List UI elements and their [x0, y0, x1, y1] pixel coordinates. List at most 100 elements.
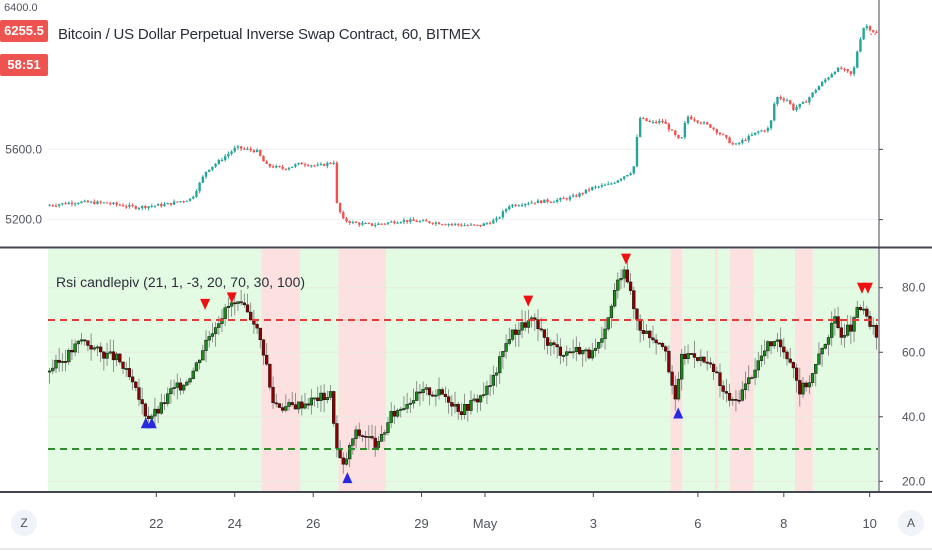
price-candle — [201, 176, 205, 183]
rsi-candle — [316, 397, 320, 401]
price-candle — [211, 166, 214, 170]
price-candle — [437, 222, 441, 225]
rsi-candle — [418, 391, 422, 394]
price-candle — [412, 219, 415, 221]
rsi-candle — [504, 343, 508, 352]
price-candle — [208, 169, 211, 172]
price-candle — [265, 161, 268, 164]
rsi-candle — [306, 403, 310, 406]
rsi-candle — [459, 411, 464, 415]
price-candle — [820, 82, 824, 87]
price-candle — [629, 173, 632, 175]
price-candle — [504, 209, 508, 212]
price-candle — [607, 183, 610, 185]
rsi-candle — [597, 342, 601, 349]
rsi-candle — [855, 307, 859, 318]
price-candle — [476, 224, 479, 226]
rsi-candle — [619, 278, 623, 281]
rsi-candle — [63, 361, 68, 363]
price-candle — [374, 224, 377, 226]
rsi-candle — [210, 333, 215, 337]
price-candle — [198, 182, 201, 192]
rsi-candle — [686, 353, 690, 360]
price-candle — [852, 67, 856, 74]
price-candle — [182, 201, 185, 203]
price-candle — [239, 146, 243, 149]
rsi-candle — [280, 407, 285, 411]
rsi-candle — [140, 399, 144, 405]
price-candle — [354, 221, 358, 223]
rsi-candle — [440, 389, 444, 395]
price-candle — [450, 224, 454, 226]
rsi-candle — [654, 339, 658, 344]
price-candle — [99, 201, 102, 203]
rsi-candle — [526, 320, 531, 328]
sell-signal-triangle-0 — [200, 298, 211, 310]
time-tick-label-1: 24 — [228, 516, 242, 531]
buy-signal-triangle-2 — [342, 472, 353, 484]
rsi-candle — [370, 436, 374, 439]
rsi-candle — [606, 317, 610, 330]
price-candle — [166, 203, 169, 205]
scale-z-button[interactable]: Z — [11, 510, 37, 536]
price-candle — [441, 224, 444, 226]
price-candle — [249, 148, 252, 151]
rsi-candle — [475, 398, 480, 403]
rsi-candle — [111, 351, 116, 361]
price-candle — [524, 203, 527, 206]
price-candle — [520, 205, 524, 207]
price-candle — [555, 199, 559, 202]
rsi-candle — [871, 324, 875, 327]
price-candle — [262, 155, 265, 162]
price-candle — [654, 121, 658, 123]
price-candle — [73, 203, 77, 205]
rsi-candle — [593, 347, 598, 351]
price-candle — [284, 168, 288, 170]
rsi-candle — [804, 382, 808, 388]
rsi-candle — [450, 402, 454, 407]
price-candle — [600, 185, 604, 187]
rsi-candle — [287, 402, 291, 407]
price-candle — [492, 220, 495, 224]
time-tick-label-3: 29 — [414, 516, 428, 531]
price-candle — [530, 202, 533, 204]
rsi-candle — [769, 341, 773, 347]
rsi-candle — [408, 402, 412, 405]
rsi-candle — [587, 349, 591, 359]
price-candle — [460, 224, 463, 226]
rsi-candle — [379, 434, 384, 442]
price-candle — [801, 101, 805, 104]
price-candle — [795, 107, 798, 110]
rsi-candle — [300, 401, 304, 409]
price-candle — [568, 196, 572, 200]
price-candle — [463, 225, 466, 227]
rsi-candle — [392, 411, 397, 417]
auto-scale-button[interactable]: A — [898, 510, 924, 536]
price-candle — [552, 201, 556, 203]
price-candle — [709, 124, 712, 128]
price-candle — [271, 166, 275, 168]
rsi-candle — [565, 351, 569, 356]
price-candle — [501, 211, 505, 218]
price-candle — [817, 86, 821, 91]
time-tick-label-6: 6 — [694, 516, 701, 531]
rsi-candle — [507, 339, 511, 344]
price-candle — [204, 171, 208, 177]
price-candle — [514, 204, 517, 206]
rsi-candle — [584, 349, 588, 352]
price-candle — [370, 223, 374, 226]
price-candle — [153, 205, 157, 207]
price-candle — [581, 193, 584, 195]
bg-zone-green-4 — [717, 249, 730, 491]
bg-zone-red-1 — [338, 249, 386, 491]
rsi-candle — [482, 394, 486, 397]
rsi-candle — [233, 302, 237, 305]
rsi-candle — [245, 304, 250, 313]
rsi-candle — [354, 429, 358, 439]
rsi-candle — [89, 345, 93, 350]
main-chart-title: Bitcoin / US Dollar Perpetual Inverse Sw… — [58, 26, 481, 43]
rsi-candle — [383, 432, 387, 435]
price-candle — [833, 71, 837, 75]
price-candle — [696, 120, 699, 123]
